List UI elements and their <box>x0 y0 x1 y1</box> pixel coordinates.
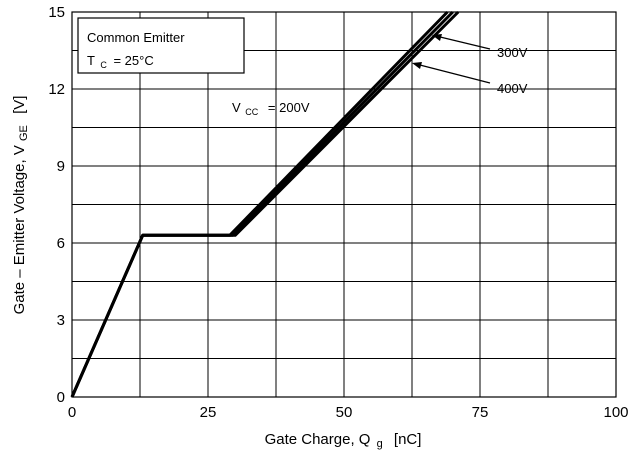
x-axis-label-main: Gate Charge, Q <box>265 431 371 448</box>
tick-labels: 0 25 50 75 100 0 3 6 9 12 15 <box>48 4 628 421</box>
y-tick-label: 15 <box>48 4 65 21</box>
plot-frame <box>71 11 617 398</box>
y-tick-label: 9 <box>57 158 65 175</box>
y-tick-label: 6 <box>57 235 65 252</box>
arrow-400v-head <box>412 62 422 69</box>
x-axis-label-sub: g <box>377 438 383 450</box>
annotation-vcc-200v: V CC = 200V <box>232 100 310 118</box>
x-tick-label: 0 <box>68 404 76 421</box>
y-axis-label-main: Gate – Emitter Voltage, V <box>11 145 28 314</box>
conditions-t-sub: C <box>100 60 107 70</box>
annotation-300v-arrow <box>432 34 491 50</box>
x-axis-label: Gate Charge, Q g [nC] <box>265 431 422 451</box>
arrow-300v-head <box>432 34 442 41</box>
x-tick-label: 25 <box>200 404 217 421</box>
x-tick-label: 50 <box>336 404 353 421</box>
conditions-t-main: T <box>87 53 95 68</box>
x-tick-label: 100 <box>603 404 628 421</box>
arrow-300v-line <box>435 35 491 50</box>
x-tick-label: 75 <box>472 404 489 421</box>
series-line-3 <box>70 10 460 398</box>
annotation-300v: 300V <box>497 45 528 60</box>
y-tick-label: 0 <box>57 389 65 406</box>
annotation-400v: 400V <box>497 81 528 96</box>
y-axis-label: Gate – Emitter Voltage, V GE [V] <box>11 96 31 315</box>
arrow-400v-line <box>415 63 491 84</box>
conditions-line-2: T C = 25°C <box>87 53 154 71</box>
y-tick-label: 12 <box>48 81 65 98</box>
conditions-t-rest: = 25°C <box>113 53 153 68</box>
y-axis-label-unit: [V] <box>11 96 28 114</box>
y-axis-label-sub: GE <box>18 125 30 141</box>
annotation-vcc-rest: = 200V <box>268 100 310 115</box>
conditions-line-1: Common Emitter <box>87 30 185 45</box>
annotation-vcc-sub: CC <box>245 107 258 117</box>
x-axis-label-unit: [nC] <box>394 431 422 448</box>
annotation-vcc-main: V <box>232 100 241 115</box>
annotation-400v-arrow <box>412 62 491 84</box>
series-group <box>70 10 460 398</box>
conditions-box-frame <box>77 17 245 74</box>
conditions-box: Common Emitter T C = 25°C <box>77 17 245 74</box>
y-tick-label: 3 <box>57 312 65 329</box>
